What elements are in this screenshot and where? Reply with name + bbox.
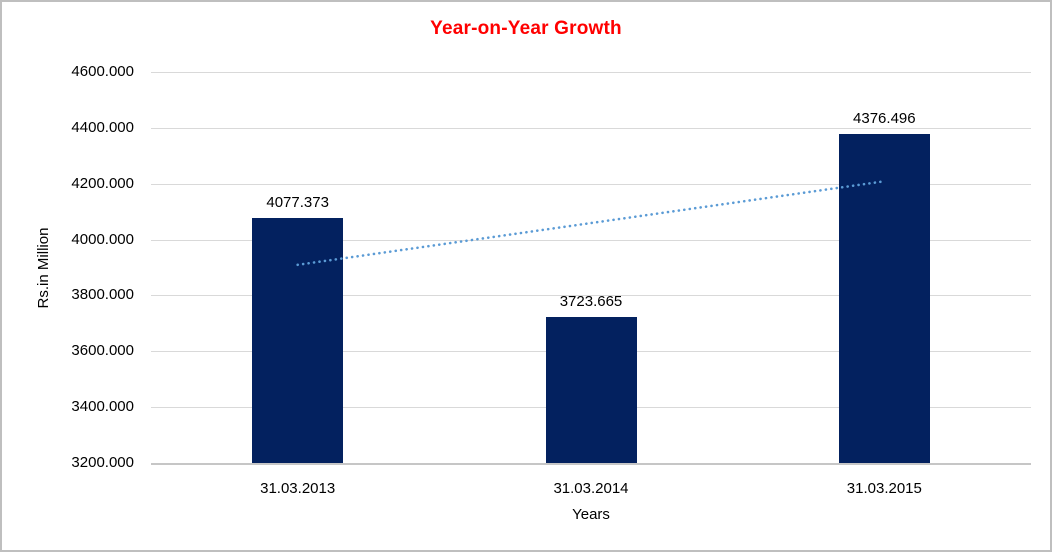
x-tick-label: 31.03.2014 <box>553 480 629 497</box>
plot-area: 4077.373 3723.665 4376.496 <box>151 72 1031 465</box>
gridline <box>151 127 1031 129</box>
chart-title: Year-on-Year Growth <box>430 18 622 39</box>
bar <box>545 316 637 463</box>
y-tick-label: 3800.000 <box>71 286 134 304</box>
trendline <box>296 179 886 267</box>
y-tick-label: 4600.000 <box>71 63 134 80</box>
y-tick-label: 4200.000 <box>71 174 134 192</box>
y-tick-label: 4000.000 <box>71 230 134 248</box>
x-tick-label: 31.03.2015 <box>846 480 922 497</box>
bar-value-label: 3723.665 <box>559 292 623 310</box>
y-tick-label: 4400.000 <box>71 118 134 136</box>
gridline <box>151 239 1031 241</box>
bar-value-label: 4077.373 <box>266 193 329 211</box>
y-axis-title: Rs.in Million <box>35 227 52 309</box>
y-tick-label: 3600.000 <box>71 342 134 360</box>
gridline <box>151 183 1031 185</box>
y-tick-label: 3400.000 <box>71 398 134 416</box>
gridline <box>151 295 1031 297</box>
x-axis-title: Years <box>572 506 610 523</box>
bar-value-label: 4376.496 <box>853 110 916 128</box>
bar <box>838 134 930 463</box>
gridline <box>151 72 1031 73</box>
y-tick-label: 3200.000 <box>71 454 134 471</box>
bar <box>252 217 344 463</box>
x-tick-label: 31.03.2013 <box>260 480 336 497</box>
